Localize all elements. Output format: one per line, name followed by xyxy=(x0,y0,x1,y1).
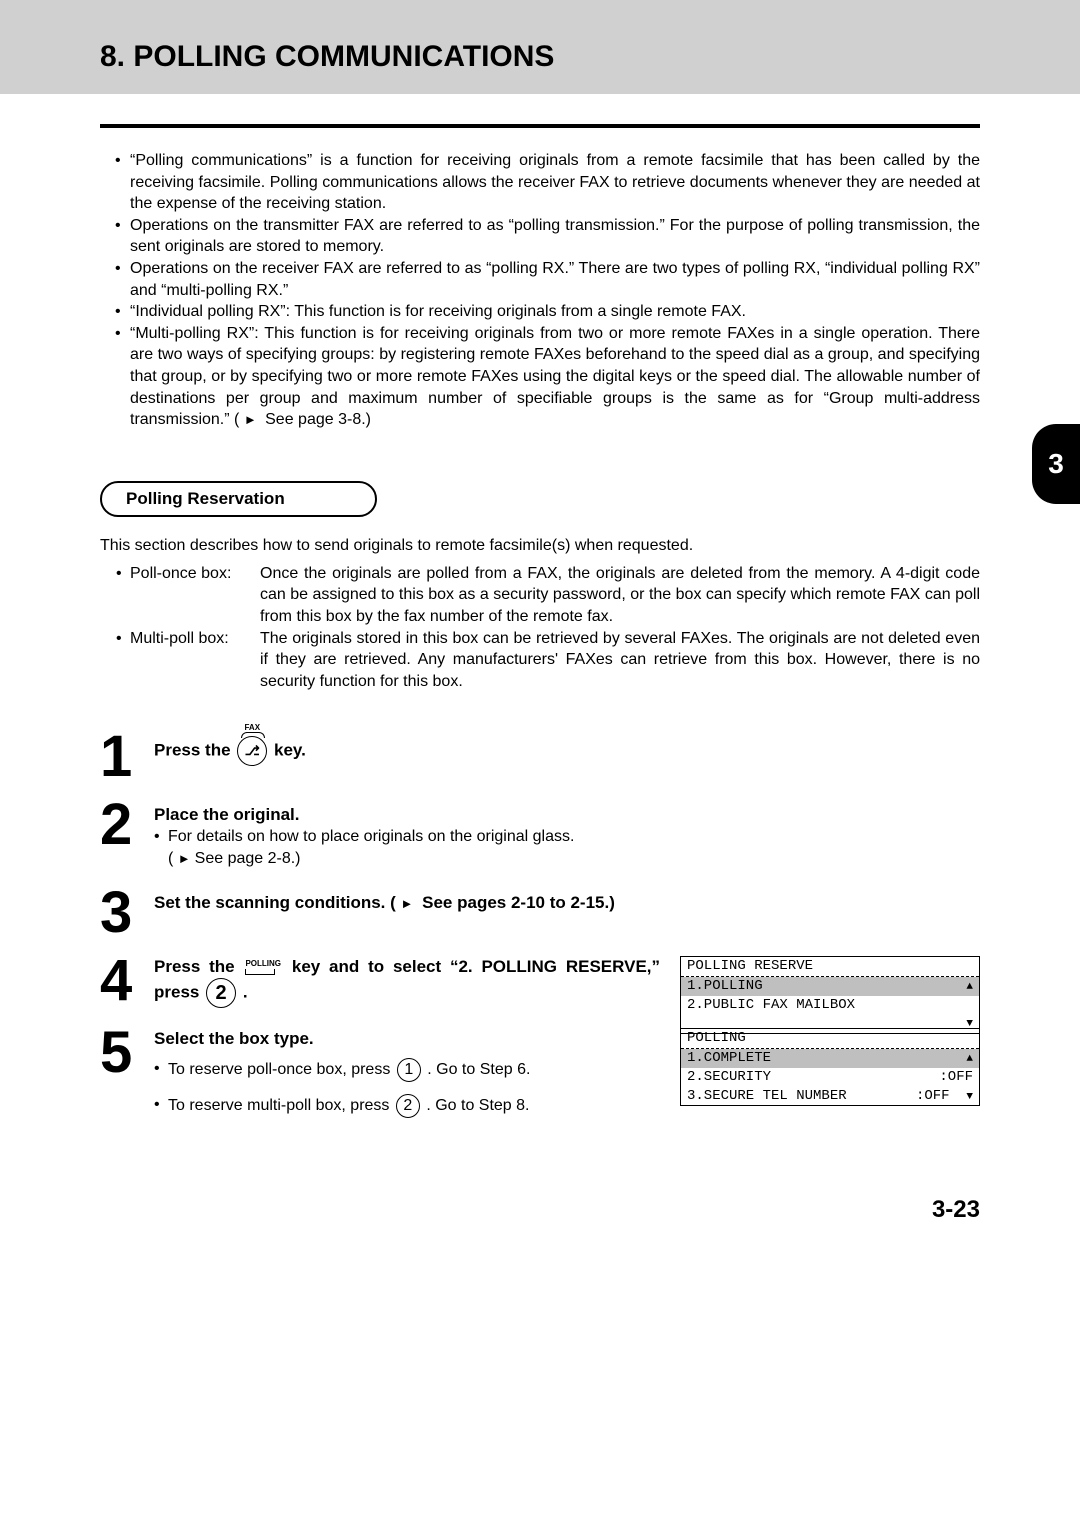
lcd-text: :OFF xyxy=(939,1068,973,1087)
intro-bullet: “Multi-polling RX”: This function is for… xyxy=(100,323,980,431)
lcd-panel-1: POLLING RESERVE 1.POLLING 2.PUBLIC FAX M… xyxy=(680,956,980,1035)
lcd-text: 3.SECURE TEL NUMBER xyxy=(687,1087,847,1106)
lcd-row: POLLING RESERVE xyxy=(681,957,979,977)
key-2-icon: 2 xyxy=(396,1094,420,1118)
lcd-panel-2: POLLING 1.COMPLETE 2.SECURITY :OFF 3.SECU… xyxy=(680,1028,980,1107)
step-title: Set the scanning conditions. ( See pages… xyxy=(154,892,980,914)
step-text: Set the scanning conditions. ( xyxy=(154,893,401,912)
step-number: 4 xyxy=(100,956,144,1005)
def-desc: The originals stored in this box can be … xyxy=(260,628,980,693)
def-item-multipoll: • Multi-poll box: The originals stored i… xyxy=(100,628,980,693)
step-title: Place the original. xyxy=(154,804,980,826)
lcd-text: POLLING xyxy=(687,1029,746,1048)
intro-bullet: Operations on the receiver FAX are refer… xyxy=(100,258,980,301)
step-text: Press the xyxy=(154,957,243,976)
see-page-ref: See page 3-8.) xyxy=(244,409,371,431)
def-desc: Once the originals are polled from a FAX… xyxy=(260,563,980,628)
step-text: key. xyxy=(274,741,306,760)
section-intro: This section describes how to send origi… xyxy=(100,537,980,555)
lcd-row: 2.SECURITY :OFF xyxy=(681,1068,979,1087)
step-5: 5 Select the box type. To reserve poll-o… xyxy=(100,1028,980,1118)
steps-container: 1 Press the FAX ⎇ key. 2 xyxy=(100,732,980,1118)
divider xyxy=(100,124,980,128)
step-title: Press the POLLING key and to select “2. … xyxy=(154,956,660,1008)
step-detail-text: For details on how to place originals on… xyxy=(168,828,574,845)
step-text: To reserve multi-poll box, press xyxy=(168,1097,394,1114)
lcd-text: 1.POLLING xyxy=(687,977,763,996)
lcd-row: 2.PUBLIC FAX MAILBOX xyxy=(681,996,979,1015)
triangle-up-icon xyxy=(966,1049,973,1068)
step-3: 3 Set the scanning conditions. ( See pag… xyxy=(100,888,980,937)
step-4: 4 Press the POLLING key and to select “2… xyxy=(100,956,980,1008)
step-text: To reserve poll-once box, press xyxy=(168,1061,395,1078)
lcd-row-highlight: 1.POLLING xyxy=(681,977,979,996)
section-heading-pill: Polling Reservation xyxy=(100,481,377,517)
lcd-row: POLLING xyxy=(681,1029,979,1049)
page-title: 8. POLLING COMMUNICATIONS xyxy=(100,40,980,74)
step-text: . Go to Step 8. xyxy=(426,1097,529,1114)
step-title: Press the FAX ⎇ key. xyxy=(154,736,980,766)
triangle-down-icon xyxy=(966,1088,973,1104)
step-text: . Go to Step 6. xyxy=(427,1061,530,1078)
step-detail: To reserve poll-once box, press 1 . Go t… xyxy=(154,1058,660,1082)
polling-key-label: POLLING xyxy=(245,959,281,968)
def-item-pollonce: • Poll-once box: Once the originals are … xyxy=(100,563,980,628)
lcd-row: 3.SECURE TEL NUMBER :OFF xyxy=(681,1087,979,1106)
step-detail: ( See page 2-8.) xyxy=(154,848,980,870)
key-2-icon: 2 xyxy=(206,978,236,1008)
page-number: 3-23 xyxy=(0,1176,1080,1264)
step-detail: For details on how to place originals on… xyxy=(154,826,980,848)
fax-glyph-icon: ⎇ xyxy=(245,743,260,760)
step-1: 1 Press the FAX ⎇ key. xyxy=(100,732,980,781)
intro-bullet: “Individual polling RX”: This function i… xyxy=(100,301,980,323)
lcd-text: 2.SECURITY xyxy=(687,1068,771,1087)
lcd-text: 1.COMPLETE xyxy=(687,1049,771,1068)
see-page-ref xyxy=(401,892,418,914)
step-text: . xyxy=(243,982,248,1001)
step-detail: To reserve multi-poll box, press 2 . Go … xyxy=(154,1094,660,1118)
step-number: 5 xyxy=(100,1028,144,1077)
bullet-icon: • xyxy=(116,628,130,693)
step-number: 2 xyxy=(100,800,144,849)
polling-key-underline xyxy=(245,969,275,975)
step-number: 3 xyxy=(100,888,144,937)
step-2: 2 Place the original. For details on how… xyxy=(100,800,980,871)
definition-list: • Poll-once box: Once the originals are … xyxy=(100,563,980,693)
step-text: Press the xyxy=(154,741,235,760)
lcd-text: :OFF xyxy=(916,1087,973,1106)
fax-key-arc xyxy=(241,732,265,738)
step-text: See pages 2-10 to 2-15.) xyxy=(417,893,614,912)
bullet-icon: • xyxy=(116,563,130,628)
header-band: 8. POLLING COMMUNICATIONS xyxy=(0,0,1080,94)
intro-bullet: Operations on the transmitter FAX are re… xyxy=(100,215,980,258)
def-label: Poll-once box: xyxy=(130,563,260,628)
lcd-row-highlight: 1.COMPLETE xyxy=(681,1049,979,1068)
def-label: Multi-poll box: xyxy=(130,628,260,693)
intro-bullet: “Polling communications” is a function f… xyxy=(100,150,980,215)
intro-bullet-list: “Polling communications” is a function f… xyxy=(100,150,980,431)
fax-key-icon: FAX ⎇ xyxy=(237,736,267,766)
see-page-ref: See page 2-8.) xyxy=(178,848,301,870)
key-1-icon: 1 xyxy=(397,1058,421,1082)
polling-key-icon: POLLING xyxy=(245,960,281,975)
lcd-text: 2.PUBLIC FAX MAILBOX xyxy=(687,996,855,1015)
triangle-up-icon xyxy=(966,977,973,996)
step-number: 1 xyxy=(100,732,144,781)
chapter-tab: 3 xyxy=(1032,424,1080,504)
lcd-text: POLLING RESERVE xyxy=(687,957,813,976)
step-title: Select the box type. xyxy=(154,1028,660,1050)
